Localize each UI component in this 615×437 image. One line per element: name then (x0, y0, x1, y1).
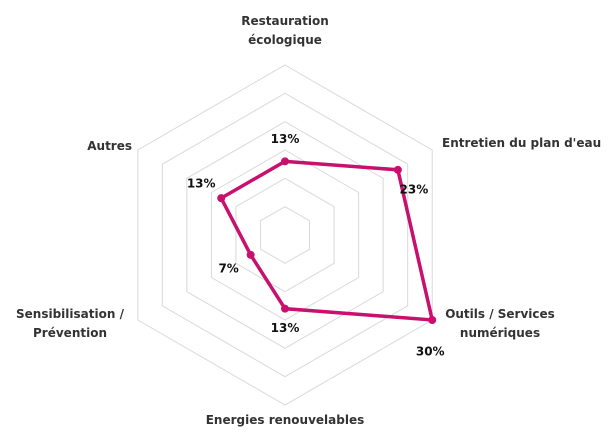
grid-ring (137, 64, 433, 406)
data-point (428, 316, 437, 324)
data-point (393, 165, 402, 174)
grid-ring (235, 177, 335, 293)
data-label: 23% (400, 182, 429, 196)
data-point (281, 157, 289, 166)
category-label: Sensibilisation / Prévention (16, 307, 124, 340)
data-label: 13% (271, 132, 300, 146)
category-label: Restauration écologique (241, 14, 329, 47)
data-label: 30% (416, 345, 445, 359)
category-label: Autres (87, 139, 132, 153)
data-label: 13% (187, 177, 216, 191)
category-label: Entretien du plan d'eau (442, 136, 602, 150)
grid-ring (259, 206, 311, 264)
data-label: 13% (271, 321, 300, 335)
grid-ring (210, 149, 360, 321)
grid-ring (186, 121, 384, 349)
category-label: Outils / Services numériques (445, 307, 555, 340)
grid-ring (161, 92, 409, 378)
data-point (217, 194, 226, 203)
data-point (246, 250, 255, 259)
category-label: Energies renouvelables (205, 413, 365, 427)
data-point (281, 304, 289, 313)
data-label: 7% (218, 261, 238, 275)
